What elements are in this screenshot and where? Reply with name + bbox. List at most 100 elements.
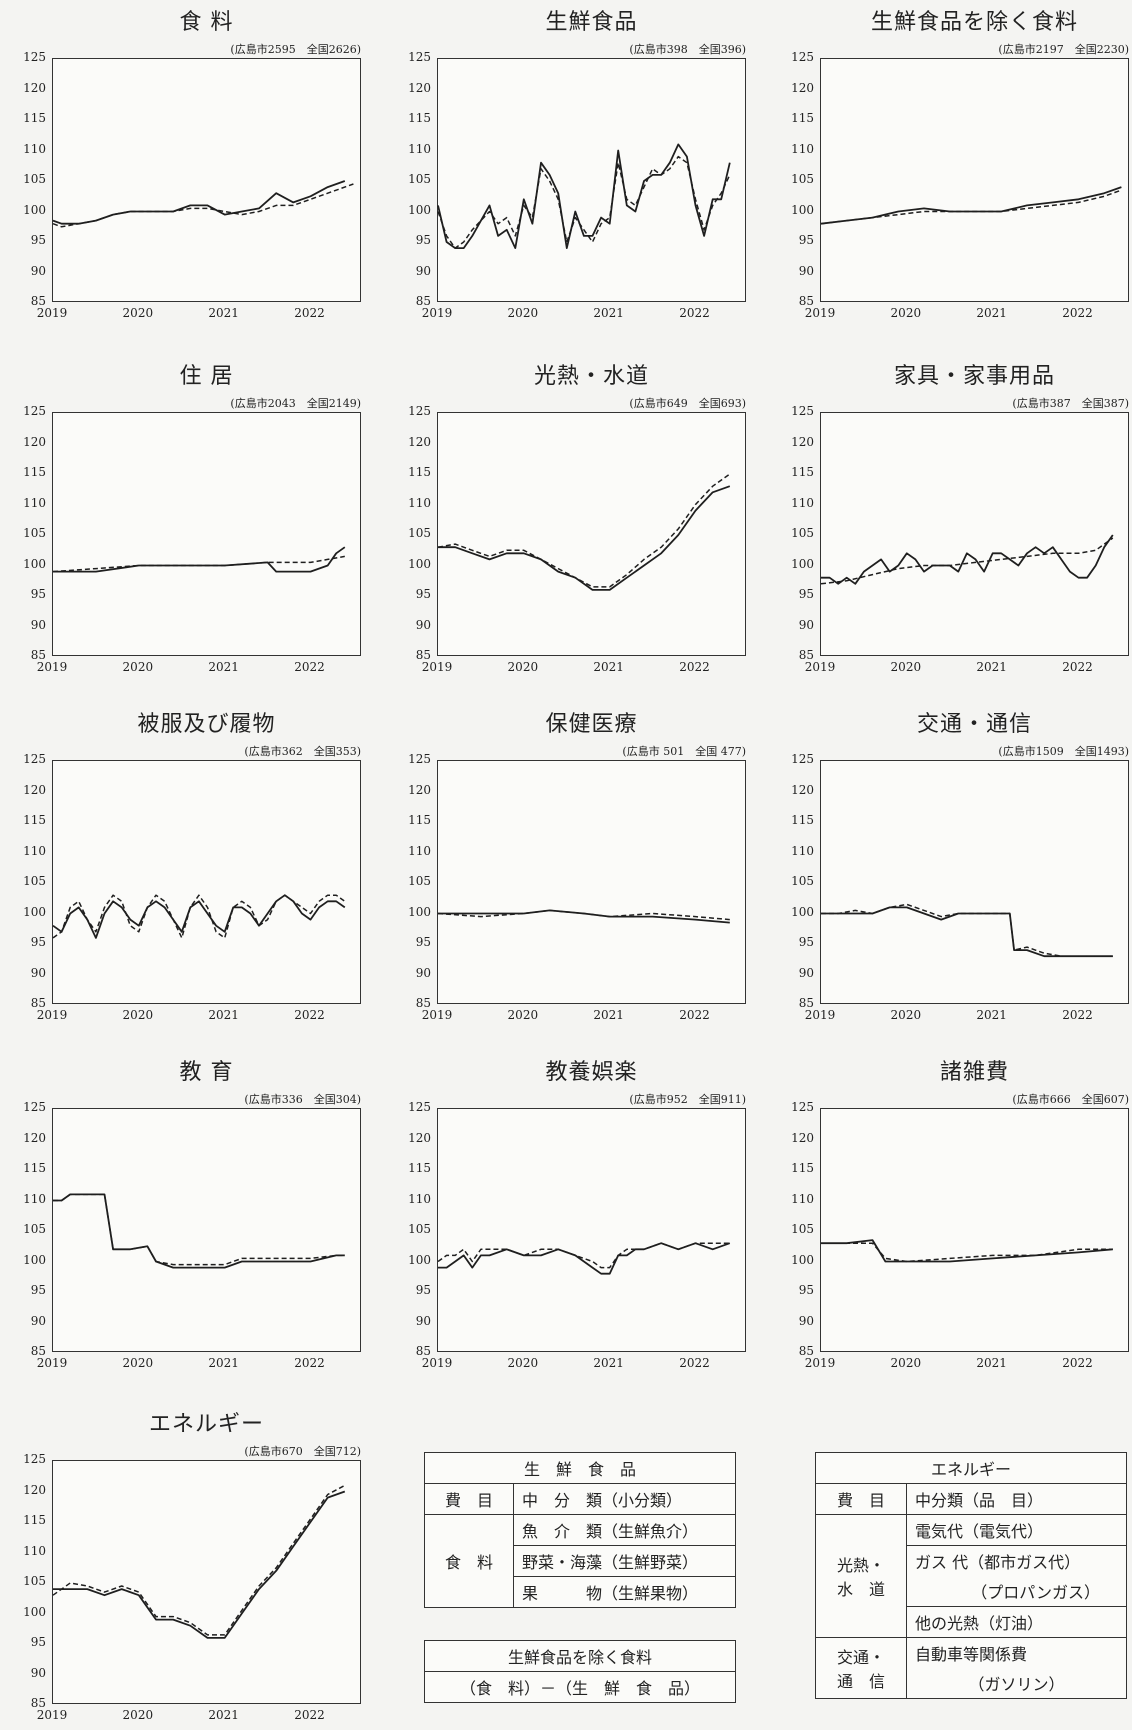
excl-fresh-table: 生鮮食品を除く食料 （食 料）－（生 鮮 食 品） bbox=[424, 1640, 736, 1703]
y-tick-label: 100 bbox=[408, 1252, 431, 1267]
y-tick-label: 120 bbox=[791, 782, 814, 797]
x-tick-label: 2022 bbox=[294, 1356, 325, 1370]
energy-util-row: 電気代（電気代） bbox=[906, 1514, 1127, 1546]
y-tick-label: 105 bbox=[408, 172, 431, 186]
series-line-solid bbox=[52, 894, 346, 939]
y-tick-label: 100 bbox=[23, 1604, 46, 1619]
y-tick-label: 125 bbox=[408, 752, 431, 766]
y-tick-label: 105 bbox=[791, 1222, 814, 1236]
chart-weights: (広島市398 全国396) bbox=[629, 43, 746, 56]
y-tick-label: 95 bbox=[30, 233, 46, 247]
x-tick-label: 2021 bbox=[593, 1008, 624, 1022]
y-tick-label: 110 bbox=[408, 495, 431, 510]
x-tick-label: 2020 bbox=[890, 306, 922, 320]
y-tick-label: 120 bbox=[23, 1130, 46, 1145]
y-tick-label: 100 bbox=[408, 556, 431, 571]
y-tick-label: 105 bbox=[23, 172, 46, 186]
x-tick-label: 2022 bbox=[679, 1356, 710, 1370]
chart-weights: (広島市670 全国712) bbox=[244, 1445, 361, 1458]
y-tick-label: 95 bbox=[30, 1283, 46, 1297]
x-tick-label: 2022 bbox=[1062, 1008, 1093, 1022]
y-tick-label: 115 bbox=[23, 465, 46, 479]
series-line-solid bbox=[438, 1242, 731, 1275]
series-line-solid bbox=[437, 143, 731, 250]
y-tick-label: 90 bbox=[30, 1665, 46, 1680]
chart-title: 保健医療 bbox=[545, 712, 638, 737]
y-tick-label: 115 bbox=[791, 813, 814, 827]
chart-title: 教 育 bbox=[179, 1060, 234, 1085]
y-tick-label: 125 bbox=[791, 1100, 814, 1114]
series-line-dashed bbox=[52, 1484, 346, 1636]
chart-weights: (広島市1509 全国1493) bbox=[998, 745, 1129, 758]
chart-title: 教養娯楽 bbox=[545, 1060, 638, 1085]
y-tick-label: 120 bbox=[23, 782, 46, 797]
chart-title: 食 料 bbox=[179, 10, 234, 35]
series-line-dashed bbox=[52, 555, 345, 573]
y-tick-label: 105 bbox=[408, 874, 431, 888]
x-tick-label: 2019 bbox=[36, 660, 68, 674]
y-tick-label: 115 bbox=[408, 813, 431, 827]
y-tick-label: 125 bbox=[408, 1100, 431, 1114]
y-tick-label: 85 bbox=[415, 1344, 431, 1358]
y-tick-label: 105 bbox=[23, 1222, 46, 1236]
x-tick-label: 2021 bbox=[976, 306, 1007, 320]
y-tick-label: 115 bbox=[791, 1161, 814, 1175]
y-tick-label: 125 bbox=[408, 404, 431, 418]
x-tick-label: 2021 bbox=[593, 660, 624, 674]
chart-svg bbox=[820, 534, 1114, 585]
y-tick-label: 85 bbox=[798, 294, 814, 308]
y-tick-label: 90 bbox=[415, 263, 431, 278]
chart-title: 諸雑費 bbox=[939, 1060, 1009, 1085]
y-tick-label: 110 bbox=[23, 1191, 46, 1206]
chart-plot-area bbox=[52, 58, 361, 302]
x-tick-label: 2022 bbox=[294, 1008, 325, 1022]
chart-weights: (広島市2043 全国2149) bbox=[230, 397, 361, 410]
chart-weights: (広島市336 全国304) bbox=[244, 1093, 361, 1106]
x-tick-label: 2022 bbox=[1062, 660, 1093, 674]
x-tick-label: 2022 bbox=[679, 306, 710, 320]
y-tick-label: 90 bbox=[30, 1313, 46, 1328]
y-tick-label: 95 bbox=[30, 935, 46, 949]
y-tick-label: 95 bbox=[798, 233, 814, 247]
x-tick-label: 2022 bbox=[679, 1008, 710, 1022]
energy-util-label-line1: 光熱・ bbox=[836, 1556, 885, 1575]
energy-util-row: （プロパンガス） bbox=[906, 1576, 1127, 1607]
chart-plot-area bbox=[52, 1460, 361, 1704]
x-tick-label: 2019 bbox=[804, 306, 836, 320]
fresh-food-col-header-class: 中 分 類（小分類） bbox=[513, 1483, 736, 1515]
y-tick-label: 95 bbox=[30, 1635, 46, 1649]
chart-plot-area bbox=[52, 1108, 361, 1352]
y-tick-label: 85 bbox=[415, 648, 431, 662]
chart-svg bbox=[821, 1239, 1113, 1263]
y-tick-label: 125 bbox=[791, 404, 814, 418]
y-tick-label: 90 bbox=[30, 617, 46, 632]
y-tick-label: 120 bbox=[23, 80, 46, 95]
y-tick-label: 105 bbox=[791, 526, 814, 540]
chart-title: 被服及び履物 bbox=[137, 712, 276, 737]
y-tick-label: 85 bbox=[30, 996, 46, 1010]
chart-svg bbox=[52, 1484, 346, 1639]
x-tick-label: 2021 bbox=[208, 306, 239, 320]
y-tick-label: 100 bbox=[23, 1252, 46, 1267]
x-tick-label: 2021 bbox=[593, 1356, 624, 1370]
series-line-dashed bbox=[437, 473, 731, 588]
chart-title: 生鮮食品 bbox=[545, 10, 638, 35]
chart-weights: (広島市 501 全国 477) bbox=[622, 745, 746, 758]
chart-svg bbox=[52, 546, 346, 573]
y-tick-label: 95 bbox=[798, 935, 814, 949]
y-tick-label: 85 bbox=[30, 648, 46, 662]
x-tick-label: 2020 bbox=[122, 1708, 154, 1722]
chart-title: エネルギー bbox=[148, 1412, 264, 1437]
y-tick-label: 105 bbox=[791, 874, 814, 888]
series-line-dashed bbox=[820, 537, 1114, 585]
chart-weights: (広島市2595 全国2626) bbox=[230, 43, 361, 56]
x-tick-label: 2021 bbox=[208, 1008, 239, 1022]
chart-weights: (広島市387 全国387) bbox=[1012, 397, 1129, 410]
chart-plot-area bbox=[820, 760, 1129, 1004]
y-tick-label: 115 bbox=[23, 1161, 46, 1175]
y-tick-label: 105 bbox=[408, 1222, 431, 1236]
series-line-solid bbox=[53, 1490, 346, 1639]
y-tick-label: 90 bbox=[30, 965, 46, 980]
y-tick-label: 85 bbox=[30, 1696, 46, 1710]
energy-trans-row: 自動車等関係費 bbox=[906, 1637, 1127, 1668]
